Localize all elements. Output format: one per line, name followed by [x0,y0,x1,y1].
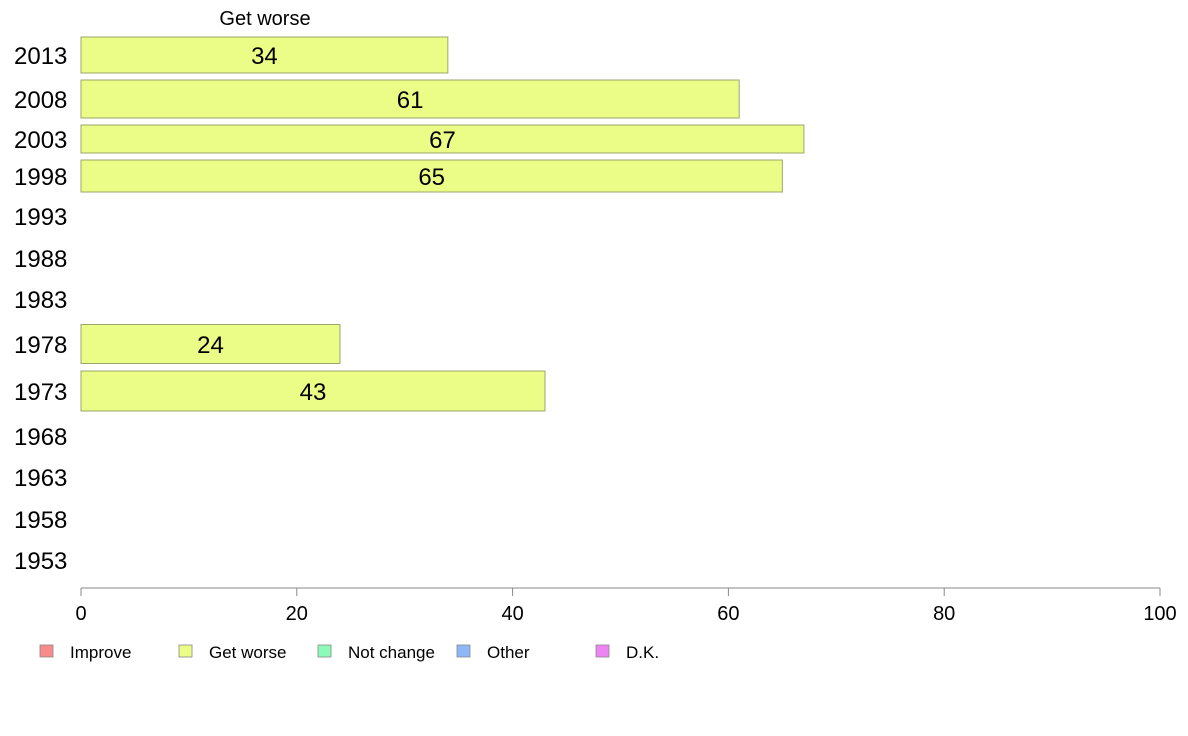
y-label-2003: 2003 [14,127,67,154]
data-label-2003: 67 [429,127,456,154]
y-label-1983: 1983 [14,287,67,314]
bar-1978 [80,324,341,364]
legend-label-improve: Improve [70,643,131,662]
legend-swatch-improve [39,644,54,658]
legend-label-d-k: D.K. [626,643,659,662]
bar-1973 [80,370,546,412]
data-label-1998: 65 [418,164,445,191]
data-label-2008: 61 [397,87,424,114]
bar-2013 [80,36,449,74]
y-label-1968: 1968 [14,424,67,451]
x-tick-label-40: 40 [501,603,523,625]
y-axis-labels: 2013 2008 2003 1998 1993 1988 1983 1978 1973 1968… [14,43,67,575]
data-label-1973: 43 [300,379,327,406]
x-tick-label-0: 0 [75,603,86,625]
x-tick-label-100: 100 [1143,603,1176,625]
legend-swatch-not-change [317,644,332,658]
x-tick-label-80: 80 [933,603,955,625]
y-label-2013: 2013 [14,43,67,70]
data-label-1978: 24 [197,332,224,359]
legend-swatch-other [456,644,471,658]
bar-1998 [80,159,783,193]
bar-2008 [80,79,740,119]
y-label-1993: 1993 [14,204,67,231]
panel-title: Get worse [219,8,310,30]
legend-label-not-change: Not change [348,643,435,662]
legend-label-other: Other [487,643,530,662]
bar-2003 [80,124,805,154]
y-label-1963: 1963 [14,465,67,492]
legend-swatch-d-k [595,644,610,658]
y-label-1958: 1958 [14,507,67,534]
x-tick-label-60: 60 [717,603,739,625]
x-axis: 0 20 40 60 80 100 [75,587,1177,625]
legend-label-get-worse: Get worse [209,643,286,662]
y-label-1998: 1998 [14,164,67,191]
legend-swatch-get-worse [178,644,193,658]
y-label-1953: 1953 [14,548,67,575]
data-label-2013: 34 [251,43,278,70]
y-label-2008: 2008 [14,87,67,114]
y-label-1973: 1973 [14,379,67,406]
legend: Improve Get worse Not change Other D.K. [39,643,659,662]
y-label-1978: 1978 [14,332,67,359]
x-tick-label-20: 20 [286,603,308,625]
y-label-1988: 1988 [14,246,67,273]
